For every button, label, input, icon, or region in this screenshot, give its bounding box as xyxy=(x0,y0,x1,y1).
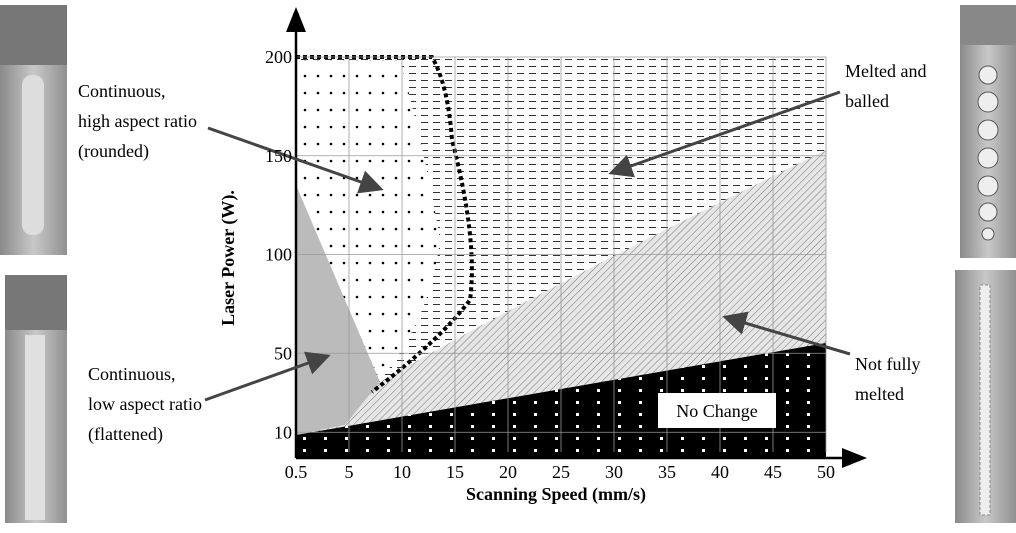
annotation: Not fully xyxy=(855,354,921,374)
x-tick-label: 40 xyxy=(711,462,729,482)
annotation: Continuous, xyxy=(88,364,176,384)
annotation: No Change xyxy=(676,401,757,421)
annotation: (flattened) xyxy=(88,424,163,445)
x-tick-label: 45 xyxy=(764,462,782,482)
photo xyxy=(5,275,67,523)
x-tick-label: 0.5 xyxy=(285,462,308,482)
annotation: low aspect ratio xyxy=(88,394,202,414)
annotation: Melted and xyxy=(845,61,926,81)
y-tick-label: 50 xyxy=(274,343,292,363)
annotation: melted xyxy=(855,384,904,404)
x-tick-label: 15 xyxy=(446,462,464,482)
photo xyxy=(0,5,67,255)
annotation: Continuous, xyxy=(78,81,166,101)
arrow xyxy=(608,90,841,178)
y-tick-label: 10 xyxy=(274,422,292,442)
y-axis-label: Laser Power (W). xyxy=(218,190,239,326)
photo xyxy=(960,5,1016,258)
arrow xyxy=(722,311,851,356)
y-tick-label: 150 xyxy=(265,146,292,166)
arrow xyxy=(207,126,384,194)
annotation: (rounded) xyxy=(78,141,149,162)
x-tick-label: 35 xyxy=(658,462,676,482)
region-rounded xyxy=(296,60,440,380)
annotation: balled xyxy=(845,91,889,111)
boundary xyxy=(296,55,474,394)
x-tick-label: 10 xyxy=(393,462,411,482)
x-tick-label: 25 xyxy=(552,462,570,482)
y-tick-label: 100 xyxy=(265,245,292,265)
x-tick-label: 5 xyxy=(345,462,354,482)
annotation: high aspect ratio xyxy=(78,111,197,131)
label-box xyxy=(658,393,776,428)
x-axis-label: Scanning Speed (mm/s) xyxy=(466,484,646,505)
photo xyxy=(955,270,1016,523)
x-tick-label: 50 xyxy=(817,462,835,482)
x-tick-label: 30 xyxy=(605,462,623,482)
arrow xyxy=(204,351,331,402)
y-tick-label: 200 xyxy=(265,47,292,67)
x-tick-label: 20 xyxy=(499,462,517,482)
